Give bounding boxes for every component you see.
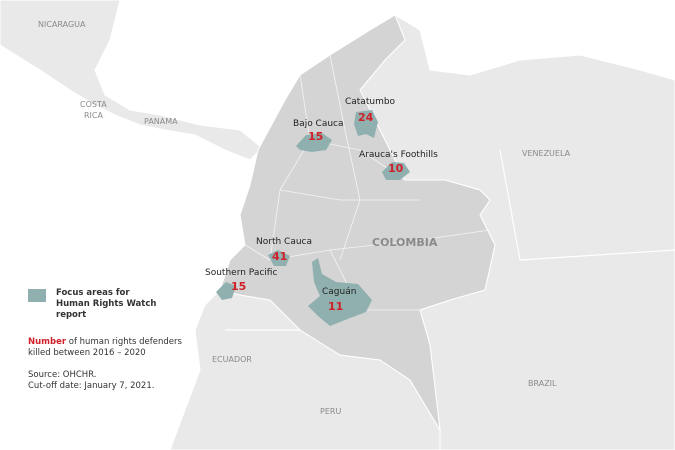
department-borders bbox=[244, 54, 491, 311]
label-ecuador: ECUADOR bbox=[212, 355, 252, 364]
source-text: Source: OHCHR. bbox=[28, 370, 97, 380]
area-count: 41 bbox=[272, 250, 288, 263]
label-costa-rica-2: RICA bbox=[84, 111, 103, 120]
area-count: 15 bbox=[231, 280, 247, 293]
legend-focus: Focus areas for Human Rights Watch repor… bbox=[56, 288, 156, 321]
legend-focus-line: report bbox=[56, 310, 87, 320]
legend-focus-line: Focus areas for bbox=[56, 288, 130, 298]
area-label: Arauca's Foothills bbox=[359, 150, 438, 160]
area-label: Southern Pacific bbox=[205, 268, 278, 278]
area-label: Bajo Cauca bbox=[293, 119, 344, 129]
label-nicaragua: NICARAGUA bbox=[38, 20, 86, 29]
focus-bajo-cauca bbox=[296, 133, 332, 152]
label-costa-rica-1: COSTA bbox=[80, 100, 107, 109]
legend-number-word: Number bbox=[28, 337, 67, 347]
focus-caguan bbox=[308, 258, 372, 326]
area-label: Caguán bbox=[322, 287, 357, 297]
label-venezuela: VENEZUELA bbox=[522, 149, 571, 158]
legend-swatch-focus bbox=[28, 289, 46, 302]
area-label: Catatumbo bbox=[345, 97, 396, 107]
label-brazil: BRAZIL bbox=[528, 379, 557, 388]
label-colombia: COLOMBIA bbox=[372, 236, 438, 249]
label-peru: PERU bbox=[320, 407, 342, 416]
area-count: 24 bbox=[358, 111, 374, 124]
focus-catatumbo bbox=[354, 110, 378, 138]
legend-number: Number of human rights defenders killed … bbox=[28, 337, 182, 359]
central-america bbox=[0, 0, 263, 161]
country-borders bbox=[225, 149, 675, 331]
area-count: 11 bbox=[328, 300, 344, 313]
legend-number-rest: of human rights defenders bbox=[66, 337, 182, 347]
focus-arauca bbox=[382, 162, 410, 180]
focus-north-cauca bbox=[268, 250, 290, 266]
focus-southern-pacific bbox=[216, 282, 236, 300]
cutoff-text: Cut-off date: January 7, 2021. bbox=[28, 381, 155, 391]
area-count: 15 bbox=[308, 130, 324, 143]
area-label: North Cauca bbox=[256, 237, 312, 247]
legend-number-line2: killed between 2016 – 2020 bbox=[28, 348, 146, 358]
area-count: 10 bbox=[388, 162, 404, 175]
label-panama: PANAMA bbox=[144, 117, 178, 126]
legend-source: Source: OHCHR. Cut-off date: January 7, … bbox=[28, 370, 154, 392]
legend-focus-line: Human Rights Watch bbox=[56, 299, 157, 309]
